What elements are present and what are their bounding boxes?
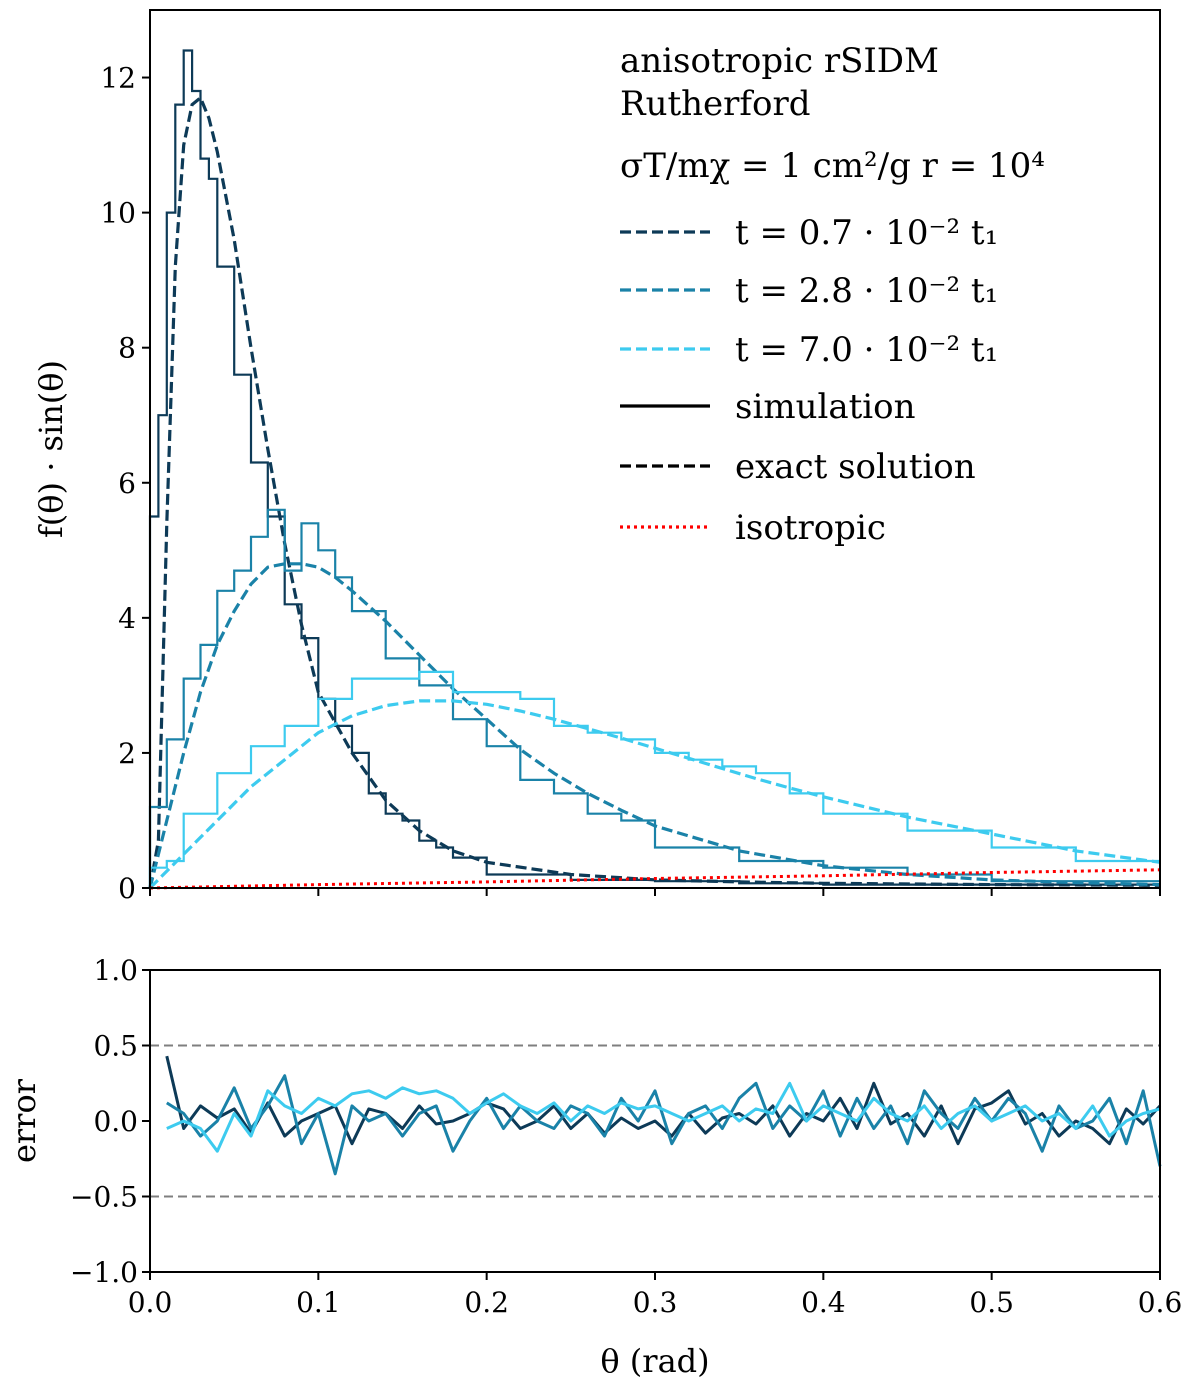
- main-plot-series: [148, 49, 1161, 890]
- legend: anisotropic rSIDM Rutherford σT/mχ = 1 c…: [620, 41, 1045, 548]
- x-axis-label: θ (rad): [600, 1342, 709, 1380]
- x-tick-label: 0.2: [464, 1286, 509, 1319]
- main-y-tick-label: 2: [118, 737, 136, 770]
- error-plot-ticks: 0.0 0.1 0.2 0.3 0.4 0.5 0.6 1.0 0.5 0.0 −0.5 −1.0: [70, 954, 1182, 1319]
- x-tick-label: 0.3: [633, 1286, 678, 1319]
- main-plot-frame: [149, 9, 1161, 889]
- exact-solution-line-t-0-7-10-t: [148, 95, 1161, 889]
- legend-parameters: σT/mχ = 1 cm²/g r = 10⁴: [620, 146, 1045, 186]
- legend-title-line1: anisotropic rSIDM: [620, 41, 939, 81]
- legend-entries: t = 0.7 · 10⁻² t₁ t = 2.8 · 10⁻² t₁ t = 7.…: [620, 213, 998, 548]
- legend-label-t-0-7-10-t: t = 0.7 · 10⁻² t₁: [735, 213, 998, 253]
- error-y-axis-label: error: [5, 1078, 43, 1163]
- error-line-t-2-8-10-t: [166, 1074, 1162, 1176]
- error-plot-series: [150, 1044, 1162, 1198]
- main-y-axis-label: f(θ) · sin(θ): [32, 360, 70, 538]
- main-y-tick-label: 0: [118, 872, 136, 905]
- x-tick-label: 0.5: [969, 1286, 1014, 1319]
- error-y-tick-label: 0.0: [93, 1105, 138, 1138]
- x-tick-label: 0.0: [128, 1286, 173, 1319]
- simulation-histogram-t-2-8-10-t: [148, 508, 1160, 888]
- legend-label-simulation: simulation: [735, 387, 916, 427]
- main-y-tick-label: 10: [100, 197, 136, 230]
- simulation-histogram-t-0-7-10-t: [148, 49, 1160, 888]
- x-tick-label: 0.6: [1138, 1286, 1183, 1319]
- main-y-tick-label: 12: [100, 62, 136, 95]
- error-y-tick-label: −1.0: [70, 1256, 138, 1289]
- error-y-tick-label: 0.5: [93, 1030, 138, 1063]
- error-y-tick-label: −0.5: [70, 1181, 138, 1214]
- x-tick-label: 0.1: [296, 1286, 341, 1319]
- isotropic-line: [149, 868, 1161, 890]
- error-line-t-7-0-10-t: [166, 1081, 1161, 1153]
- x-tick-label: 0.4: [801, 1286, 846, 1319]
- legend-label-isotropic: isotropic: [735, 508, 886, 548]
- legend-title-line2: Rutherford: [620, 84, 811, 124]
- main-y-tick-label: 6: [118, 467, 136, 500]
- error-line-t-0-7-10-t: [165, 1055, 1162, 1146]
- exact-solution-line-t-7-0-10-t: [148, 699, 1161, 890]
- main-y-tick-label: 4: [118, 602, 136, 635]
- main-y-tick-label: 8: [118, 332, 136, 365]
- legend-label-t-2-8-10-t: t = 2.8 · 10⁻² t₁: [735, 271, 998, 311]
- legend-label-exact-solution: exact solution: [735, 447, 976, 487]
- error-y-tick-label: 1.0: [93, 954, 138, 987]
- simulation-histogram-t-7-0-10-t: [148, 670, 1160, 888]
- legend-label-t-7-0-10-t: t = 7.0 · 10⁻² t₁: [735, 330, 998, 370]
- main-plot-ticks: 0 2 4 6 8 10 12: [100, 62, 1161, 905]
